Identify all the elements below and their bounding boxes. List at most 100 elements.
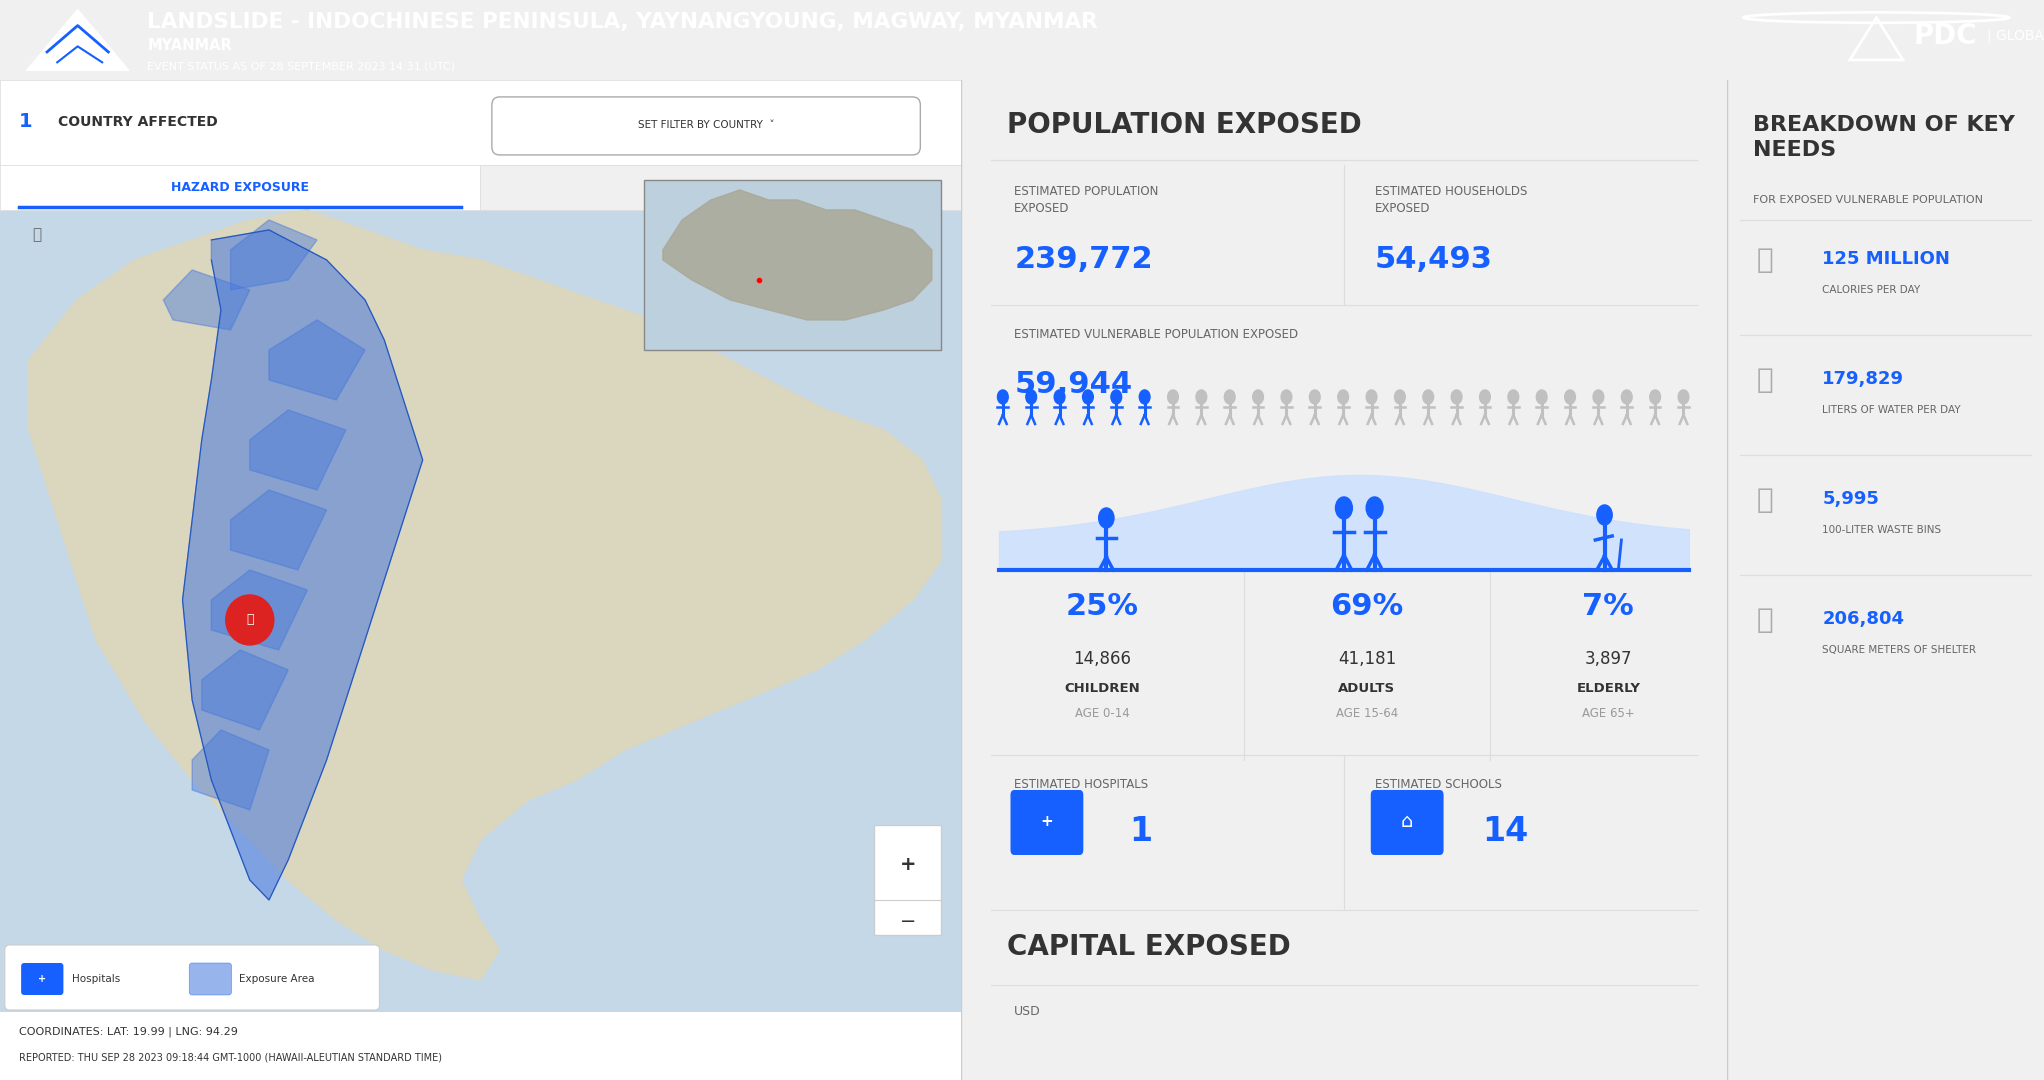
Polygon shape	[211, 570, 307, 650]
FancyBboxPatch shape	[0, 210, 961, 1015]
Text: Hospitals: Hospitals	[72, 974, 121, 984]
Circle shape	[1100, 508, 1114, 528]
FancyBboxPatch shape	[20, 963, 63, 995]
Circle shape	[1335, 497, 1353, 519]
Text: PDC: PDC	[1913, 22, 1977, 50]
Text: +: +	[1040, 814, 1053, 829]
Text: ⓘ: ⓘ	[33, 228, 41, 242]
Text: 1: 1	[18, 112, 33, 132]
FancyBboxPatch shape	[0, 80, 961, 165]
Circle shape	[1480, 390, 1490, 404]
Polygon shape	[202, 650, 288, 730]
Text: ESTIMATED POPULATION
EXPOSED: ESTIMATED POPULATION EXPOSED	[1014, 185, 1159, 215]
Text: 206,804: 206,804	[1823, 610, 1905, 627]
FancyBboxPatch shape	[875, 825, 942, 935]
Circle shape	[1451, 390, 1461, 404]
Circle shape	[1112, 390, 1122, 404]
Text: BREAKDOWN OF KEY
NEEDS: BREAKDOWN OF KEY NEEDS	[1752, 114, 2015, 160]
Text: | GLOBAL: | GLOBAL	[1987, 29, 2044, 43]
Text: +: +	[39, 974, 47, 984]
FancyBboxPatch shape	[1372, 789, 1443, 855]
Text: Exposure Area: Exposure Area	[239, 974, 315, 984]
Text: CHILDREN: CHILDREN	[1065, 681, 1141, 694]
Text: ESTIMATED SCHOOLS
EXPOSED: ESTIMATED SCHOOLS EXPOSED	[1374, 778, 1502, 808]
Text: 100-LITER WASTE BINS: 100-LITER WASTE BINS	[1823, 525, 1942, 535]
Text: LANDSLIDE - INDOCHINESE PENINSULA, YAYNANGYOUNG, MAGWAY, MYANMAR: LANDSLIDE - INDOCHINESE PENINSULA, YAYNA…	[147, 12, 1098, 31]
FancyBboxPatch shape	[0, 1012, 961, 1080]
Text: SET FILTER BY COUNTRY  ˅: SET FILTER BY COUNTRY ˅	[638, 120, 775, 130]
Circle shape	[1139, 390, 1151, 404]
Text: ⌂: ⌂	[1400, 812, 1412, 832]
Text: 3,897: 3,897	[1584, 650, 1631, 667]
Text: 🗑: 🗑	[1758, 486, 1774, 514]
Text: ESTIMATED HOUSEHOLDS
EXPOSED: ESTIMATED HOUSEHOLDS EXPOSED	[1374, 185, 1527, 215]
Text: ELDERLY: ELDERLY	[1576, 681, 1641, 694]
Text: LITERS OF WATER PER DAY: LITERS OF WATER PER DAY	[1823, 405, 1960, 415]
Text: 239,772: 239,772	[1014, 245, 1153, 274]
Circle shape	[1167, 390, 1179, 404]
Text: 🌾: 🌾	[1758, 246, 1774, 274]
FancyBboxPatch shape	[1010, 789, 1083, 855]
Polygon shape	[270, 320, 366, 400]
Text: 54,493: 54,493	[1374, 245, 1492, 274]
Text: 💧: 💧	[1758, 366, 1774, 394]
Text: 59,944: 59,944	[1014, 370, 1132, 399]
Circle shape	[1592, 390, 1605, 404]
Text: SQUARE METERS OF SHELTER: SQUARE METERS OF SHELTER	[1823, 645, 1977, 654]
Text: 69%: 69%	[1331, 592, 1404, 621]
Text: POPULATION EXPOSED: POPULATION EXPOSED	[1006, 111, 1361, 139]
Text: 25%: 25%	[1067, 592, 1139, 621]
Polygon shape	[249, 410, 345, 490]
Polygon shape	[182, 230, 423, 900]
Circle shape	[1621, 390, 1633, 404]
Circle shape	[1365, 390, 1378, 404]
Text: 41,181: 41,181	[1339, 650, 1396, 667]
Text: EVENT STATUS AS OF 28 SEPTEMBER 2023 14:31 (UTC): EVENT STATUS AS OF 28 SEPTEMBER 2023 14:…	[147, 62, 456, 71]
Circle shape	[1566, 390, 1576, 404]
Circle shape	[1365, 497, 1384, 519]
Text: 7%: 7%	[1582, 592, 1635, 621]
Text: ADULTS: ADULTS	[1339, 681, 1396, 694]
Polygon shape	[231, 220, 317, 289]
Polygon shape	[164, 270, 249, 329]
Text: ⛰: ⛰	[245, 613, 253, 626]
Text: RISK PROFILE: RISK PROFILE	[679, 181, 762, 194]
Text: CAPITAL EXPOSED: CAPITAL EXPOSED	[1006, 933, 1290, 961]
Text: AGE 15-64: AGE 15-64	[1337, 707, 1398, 720]
Circle shape	[1508, 390, 1519, 404]
Text: COORDINATES: LAT: 19.99 | LNG: 94.29: COORDINATES: LAT: 19.99 | LNG: 94.29	[18, 1027, 237, 1037]
Polygon shape	[27, 10, 129, 70]
Circle shape	[1537, 390, 1547, 404]
FancyBboxPatch shape	[493, 97, 920, 154]
Polygon shape	[662, 190, 932, 320]
Circle shape	[997, 390, 1008, 404]
Text: 179,829: 179,829	[1823, 370, 1905, 388]
Circle shape	[1650, 390, 1660, 404]
Circle shape	[1310, 390, 1320, 404]
Text: +: +	[899, 855, 916, 875]
Text: 5,995: 5,995	[1823, 490, 1878, 508]
Text: AGE 0-14: AGE 0-14	[1075, 707, 1130, 720]
Circle shape	[1678, 390, 1688, 404]
FancyBboxPatch shape	[4, 945, 380, 1010]
Circle shape	[1026, 390, 1036, 404]
Text: AGE 65+: AGE 65+	[1582, 707, 1635, 720]
Polygon shape	[29, 210, 942, 980]
Text: 14: 14	[1482, 815, 1529, 849]
Circle shape	[1596, 505, 1613, 525]
Text: USD: USD	[1014, 1005, 1040, 1018]
Circle shape	[225, 595, 274, 645]
Text: HAZARD EXPOSURE: HAZARD EXPOSURE	[172, 181, 309, 194]
Circle shape	[1055, 390, 1065, 404]
Text: 1: 1	[1128, 815, 1153, 849]
Text: −: −	[899, 913, 916, 931]
Polygon shape	[231, 490, 327, 570]
Text: REPORTED: THU SEP 28 2023 09:18:44 GMT-1000 (HAWAII-ALEUTIAN STANDARD TIME): REPORTED: THU SEP 28 2023 09:18:44 GMT-1…	[18, 1053, 442, 1063]
Circle shape	[1394, 390, 1406, 404]
Circle shape	[1423, 390, 1433, 404]
Text: CALORIES PER DAY: CALORIES PER DAY	[1823, 285, 1921, 295]
Text: ESTIMATED VULNERABLE POPULATION EXPOSED: ESTIMATED VULNERABLE POPULATION EXPOSED	[1014, 328, 1298, 341]
Text: MYANMAR: MYANMAR	[147, 38, 231, 53]
Circle shape	[1253, 390, 1263, 404]
Polygon shape	[192, 730, 270, 810]
